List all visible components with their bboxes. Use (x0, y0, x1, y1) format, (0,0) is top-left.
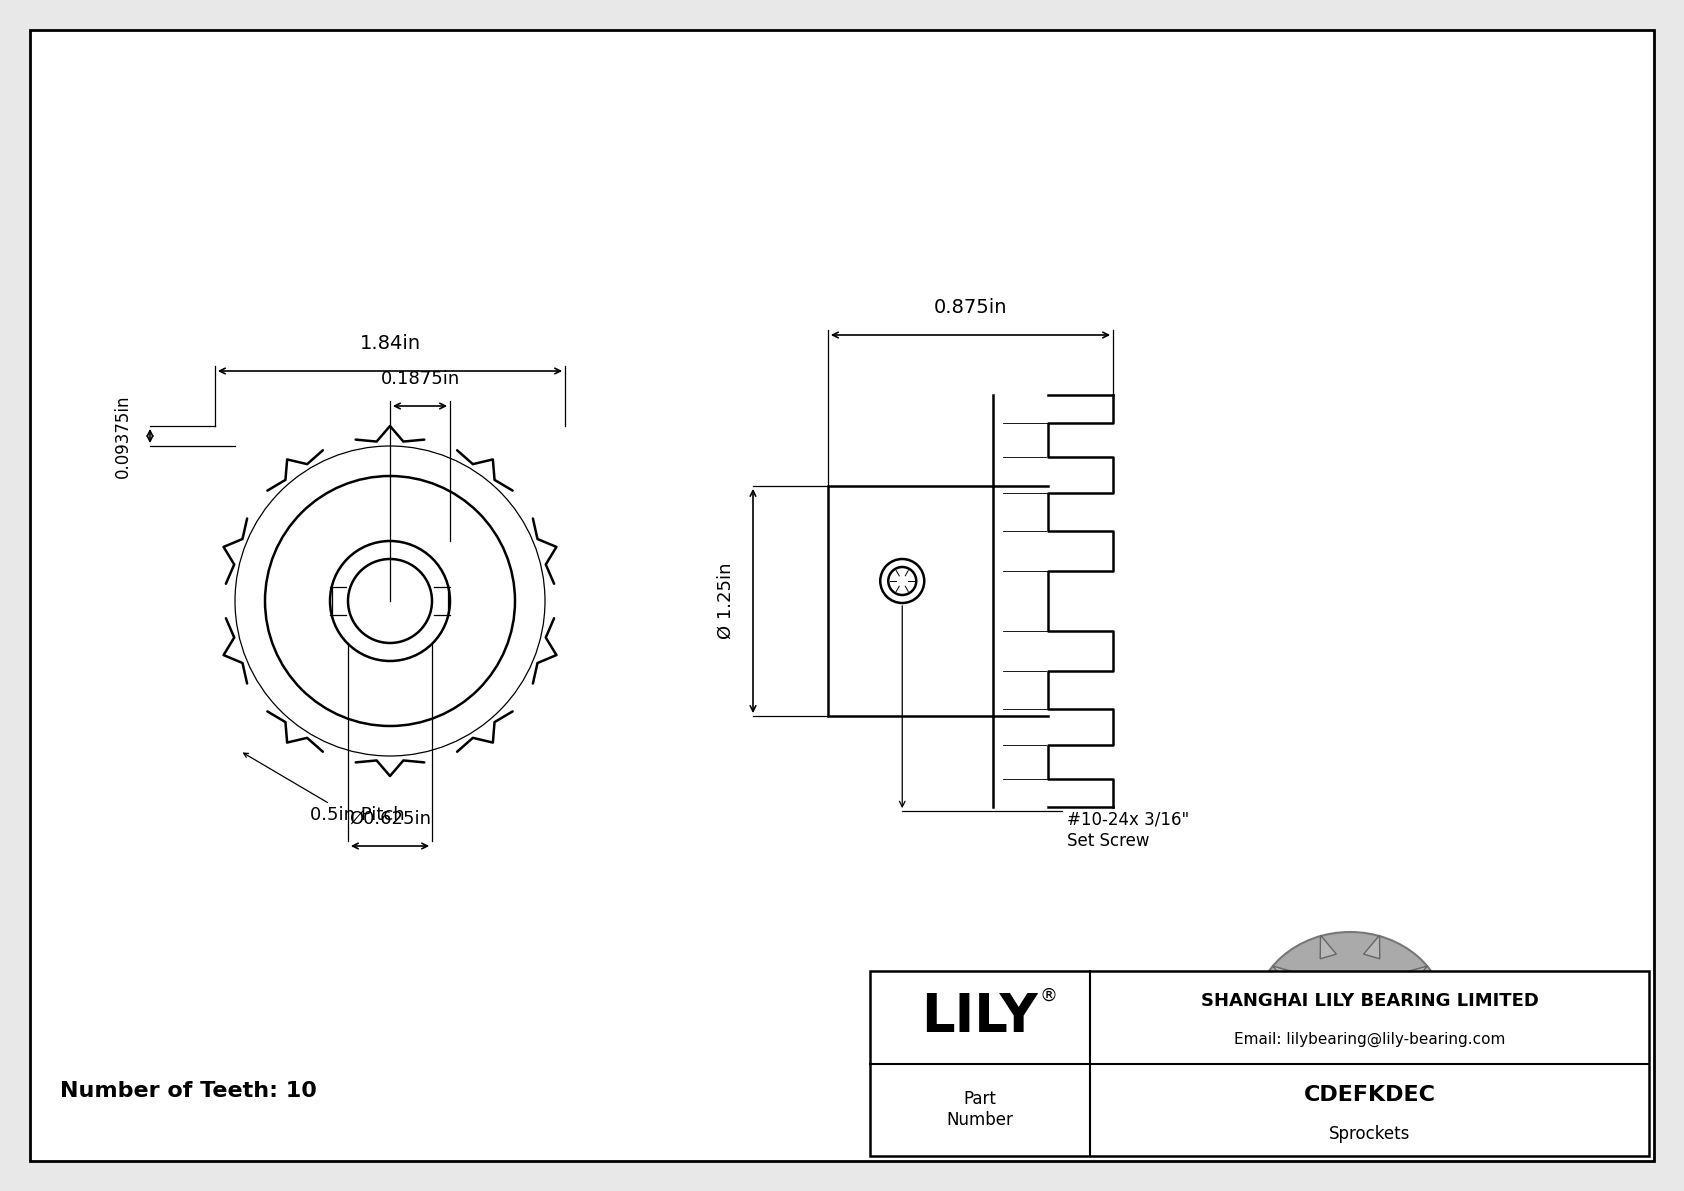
Text: Email: lilybearing@lily-bearing.com: Email: lilybearing@lily-bearing.com (1234, 1031, 1505, 1047)
Ellipse shape (1314, 986, 1386, 1046)
Text: CDEFKDEC: CDEFKDEC (1303, 1085, 1435, 1105)
Text: 1.84in: 1.84in (359, 333, 421, 353)
Text: LILY: LILY (921, 991, 1039, 1043)
Ellipse shape (1334, 1003, 1367, 1029)
Circle shape (1367, 1014, 1383, 1029)
Text: 0.09375in: 0.09375in (115, 394, 131, 478)
Polygon shape (1401, 966, 1428, 985)
Text: ®: ® (1039, 986, 1058, 1004)
Polygon shape (1320, 935, 1337, 959)
Text: Ø0.625in: Ø0.625in (349, 810, 431, 828)
Text: 0.875in: 0.875in (933, 298, 1007, 317)
Polygon shape (1255, 1009, 1280, 1023)
Polygon shape (1273, 966, 1298, 985)
Text: Sprockets: Sprockets (1329, 1124, 1410, 1143)
Text: Number of Teeth: 10: Number of Teeth: 10 (61, 1081, 317, 1100)
Polygon shape (1401, 1047, 1428, 1066)
Polygon shape (1364, 935, 1379, 959)
Polygon shape (1273, 1047, 1298, 1066)
Bar (871, 971, 1649, 1156)
Bar (829, 486, 994, 716)
Text: 0.1875in: 0.1875in (381, 370, 460, 388)
Text: SHANGHAI LILY BEARING LIMITED: SHANGHAI LILY BEARING LIMITED (1201, 992, 1539, 1010)
Text: Ø 1.25in: Ø 1.25in (717, 563, 734, 640)
Text: #10-24x 3/16"
Set Screw: #10-24x 3/16" Set Screw (1068, 811, 1189, 850)
Text: Part
Number: Part Number (946, 1090, 1014, 1129)
Polygon shape (1320, 1073, 1337, 1097)
Polygon shape (1420, 1009, 1445, 1023)
Polygon shape (1364, 1073, 1379, 1097)
Text: 0.5in Pitch: 0.5in Pitch (310, 806, 404, 824)
Ellipse shape (1255, 933, 1447, 1100)
